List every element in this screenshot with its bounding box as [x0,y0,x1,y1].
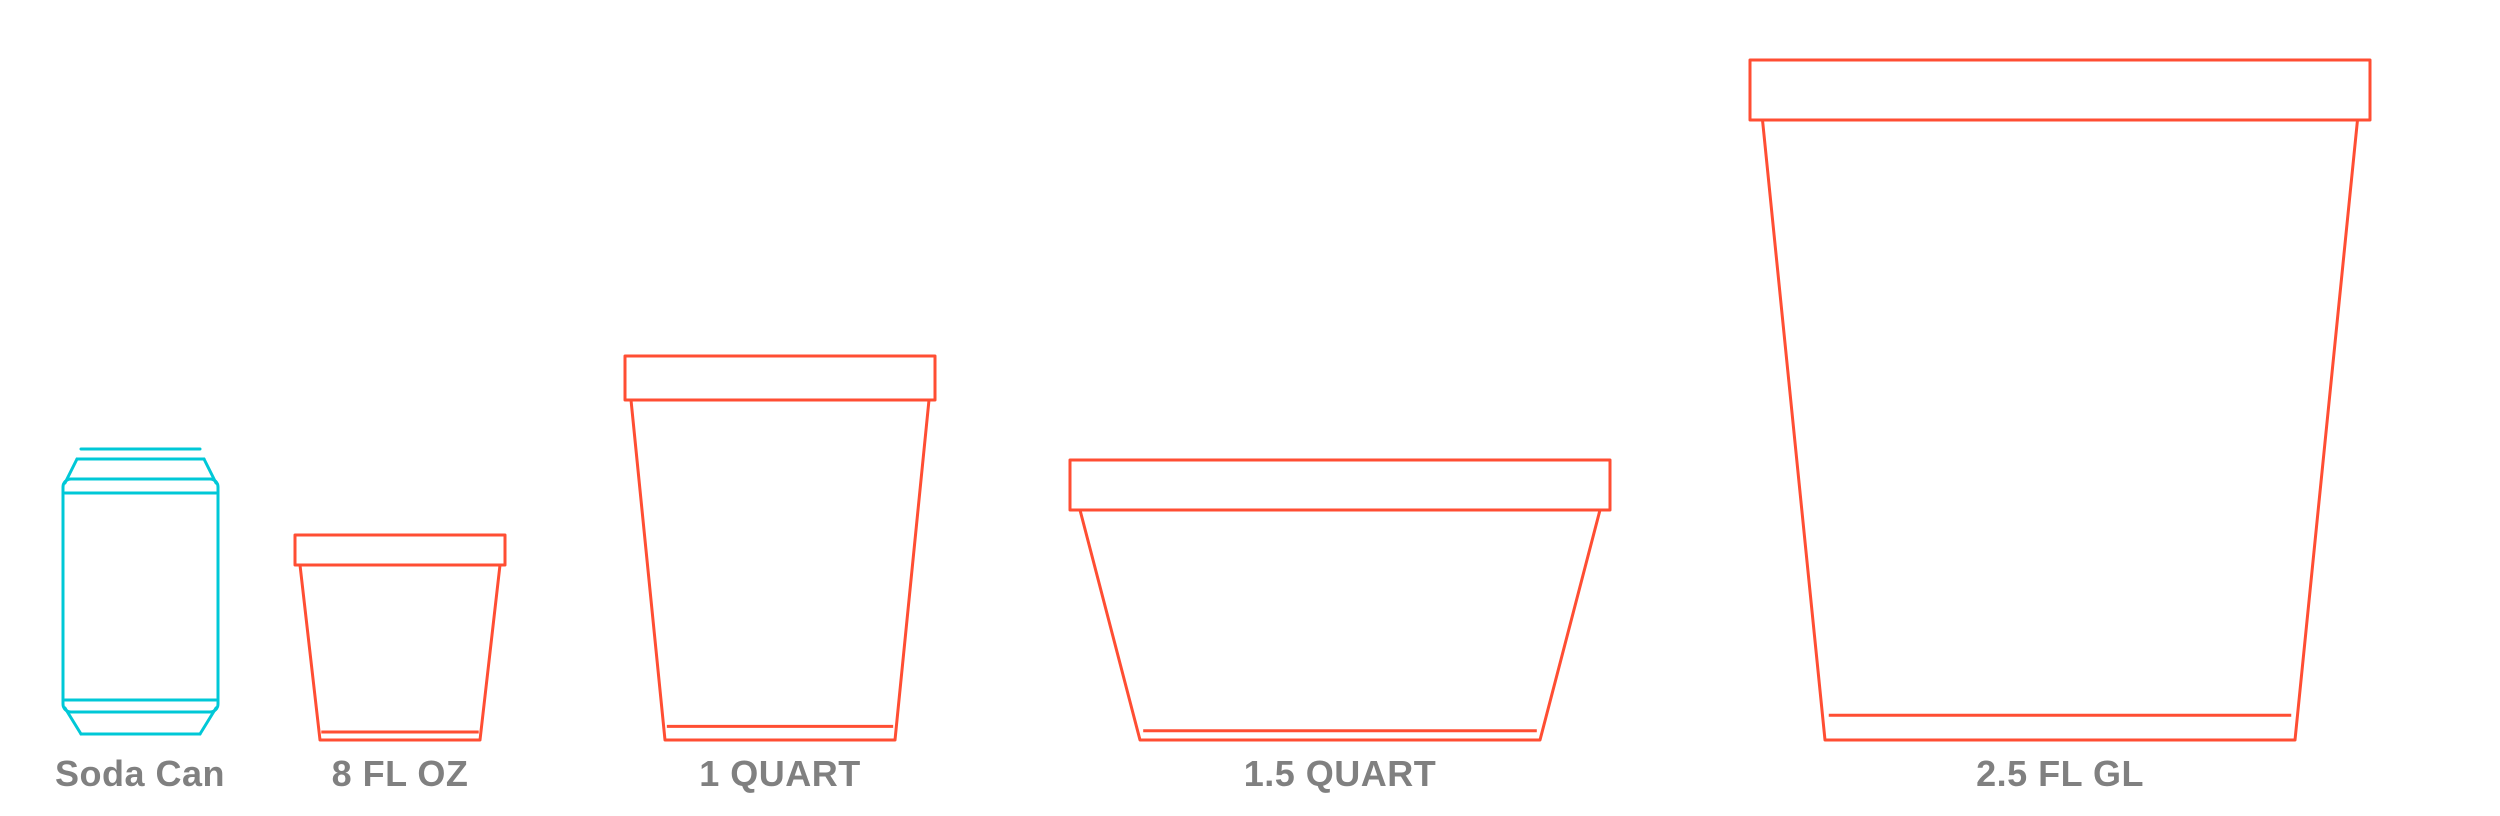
8floz-label: 8 FL OZ [270,744,530,804]
2.5gl-shape [1744,54,2376,746]
diagram-stage: Soda Can8 FL OZ 1 QUART 1.5 QUART 2.5 FL GL [0,0,2500,816]
1.5qt-label: 1.5 QUART [1064,744,1616,804]
soda-can-label: Soda Can [10,744,270,804]
1.5qt-shape [1064,454,1616,746]
8floz-shape [289,529,511,746]
2.5gl-label: 2.5 FL GL [1744,744,2376,804]
1qt-label: 1 QUART [619,744,941,804]
1qt-shape [619,350,941,746]
soda-can-shape [55,435,226,746]
